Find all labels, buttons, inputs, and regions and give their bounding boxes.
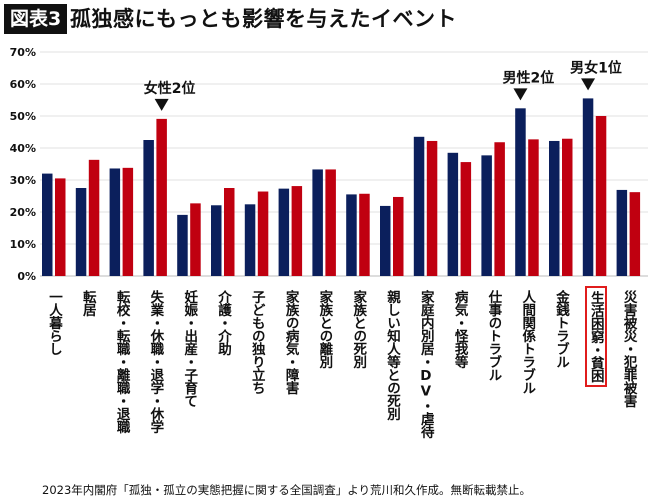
bar-navy xyxy=(42,173,53,276)
bar-navy xyxy=(177,214,188,276)
x-tick-label: 家族の病気・障害 xyxy=(282,290,299,394)
y-tick-label: 70% xyxy=(10,46,36,59)
y-tick-label: 10% xyxy=(10,238,36,251)
x-tick-label: 生活困窮・貧困 xyxy=(584,286,607,387)
x-tick-label: 転校・転職・離職・退職 xyxy=(113,290,130,433)
down-arrow-icon xyxy=(513,88,528,101)
bar-navy xyxy=(481,155,492,276)
bar-red xyxy=(224,188,235,276)
x-tick-label: 病気・怪我等 xyxy=(451,290,468,368)
x-tick-label: 一人暮らし xyxy=(46,290,62,355)
bar-red xyxy=(55,178,66,276)
x-tick-label: 転居 xyxy=(79,290,96,316)
x-tick-label: 介護・介助 xyxy=(215,290,231,355)
bar-navy xyxy=(413,136,425,276)
annotation-label: 男性2位 xyxy=(503,69,555,86)
bar-red xyxy=(257,191,269,276)
x-tick-label: 災害被災・犯罪被害 xyxy=(620,290,637,407)
annotation-label: 女性2位 xyxy=(144,80,196,97)
bar-navy xyxy=(346,194,357,276)
bar-navy xyxy=(312,169,323,276)
bar-red xyxy=(528,139,539,276)
bar-navy xyxy=(380,205,391,276)
bar-navy xyxy=(515,108,526,276)
x-tick-label: 親しい知人等との死別 xyxy=(384,290,400,420)
bar-red xyxy=(562,138,573,276)
y-tick-label: 60% xyxy=(10,78,36,91)
annotation-label: 男女1位 xyxy=(570,59,622,76)
x-tick-label: 家族との死別 xyxy=(350,290,367,368)
x-tick-label: 子どもの独り立ち xyxy=(248,290,265,394)
bar-red xyxy=(156,118,167,276)
bar-navy xyxy=(75,188,87,276)
x-tick-label: 金銭トラブル xyxy=(553,290,569,368)
bar-red xyxy=(325,169,336,276)
bar-navy xyxy=(143,140,154,276)
bar-red xyxy=(629,192,641,276)
bar-red xyxy=(460,162,472,276)
y-tick-label: 20% xyxy=(10,206,36,219)
down-arrow-icon xyxy=(581,78,596,91)
bar-red xyxy=(426,140,438,276)
bar-navy xyxy=(109,168,121,276)
bar-red xyxy=(494,142,505,276)
x-tick-label: 仕事のトラブル xyxy=(485,290,502,381)
x-tick-label: 家庭内別居・DV・虐待 xyxy=(417,290,434,438)
x-tick-label: 人間関係トラブル xyxy=(519,290,536,394)
bar-red xyxy=(88,159,100,276)
bar-red xyxy=(190,203,201,276)
bar-navy xyxy=(447,152,459,276)
bar-red xyxy=(393,196,404,276)
bar-navy xyxy=(244,204,256,276)
bar-navy xyxy=(582,98,594,277)
down-arrow-icon xyxy=(154,98,169,111)
bar-navy xyxy=(616,189,628,276)
bar-red xyxy=(359,193,370,276)
source-note: 2023年内閣府「孤独・孤立の実態把握に関する全国調査」より荒川和久作成。無断転… xyxy=(42,483,532,497)
y-tick-label: 0% xyxy=(17,270,36,283)
bar-navy xyxy=(211,205,222,276)
bar-navy xyxy=(549,140,560,276)
bar-navy xyxy=(278,188,290,276)
y-tick-label: 50% xyxy=(10,110,36,123)
y-tick-label: 40% xyxy=(10,142,36,155)
x-tick-label: 失業・休職・退学・休学 xyxy=(147,290,164,433)
y-tick-label: 30% xyxy=(10,174,36,187)
figure-number-badge: 図表3 xyxy=(4,4,68,34)
x-tick-label: 家族との離別 xyxy=(316,290,333,368)
bar-red xyxy=(291,186,303,276)
bar-red xyxy=(595,116,607,276)
x-tick-label: 妊娠・出産・子育て xyxy=(181,290,198,407)
chart-title: 孤独感にもっとも影響を与えたイベント xyxy=(70,7,457,31)
bar-red xyxy=(122,167,134,276)
